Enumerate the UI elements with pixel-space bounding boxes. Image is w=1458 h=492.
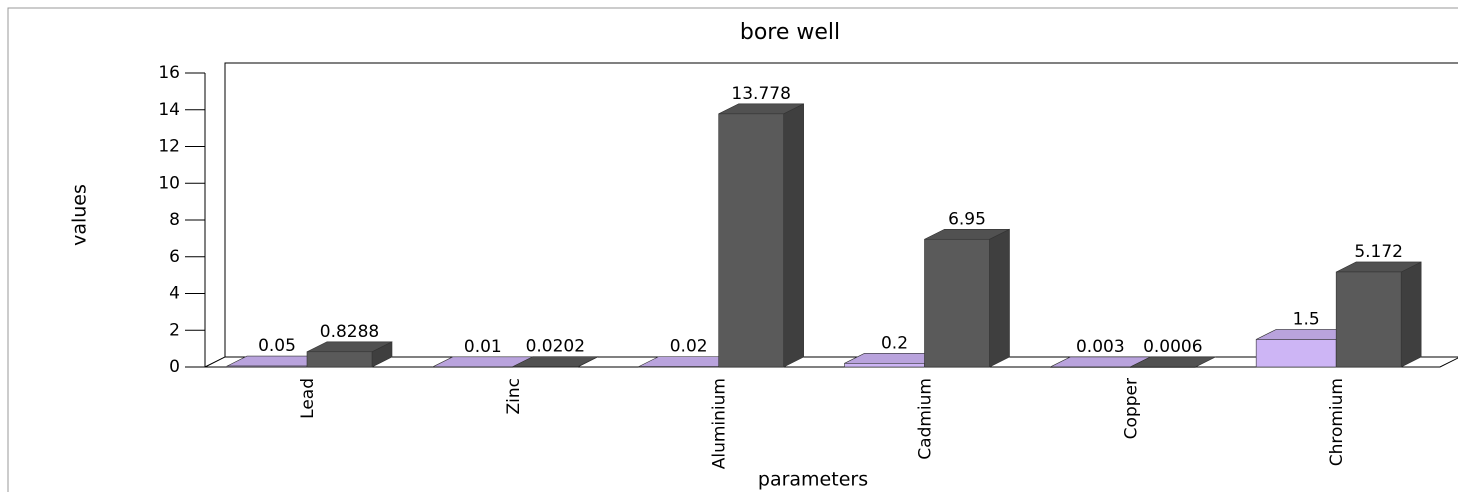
x-axis-title: parameters (758, 469, 868, 491)
y-tick-label: 4 (169, 284, 180, 304)
bar (1255, 328, 1357, 368)
value-label: 0.003 (1076, 337, 1125, 357)
floor (204, 73, 1458, 368)
bar-side (783, 103, 804, 368)
bar-front (306, 351, 373, 368)
bar-front (1050, 366, 1131, 368)
x-tick-label: Lead (298, 378, 318, 419)
value-label: 1.5 (1293, 309, 1320, 329)
x-tick-label: Zinc (504, 378, 524, 415)
bar (924, 228, 1010, 368)
bar-front (226, 365, 308, 368)
y-tick-label: 10 (158, 173, 180, 193)
bar (512, 356, 599, 368)
value-label: 5.172 (1354, 242, 1403, 262)
y-tick-label: 16 (158, 63, 180, 83)
y-tick-label: 14 (158, 100, 180, 120)
back-wall (204, 62, 1458, 368)
bar-front (432, 366, 514, 368)
bar-front (718, 113, 784, 368)
frame (7, 7, 1458, 492)
bar-front (1255, 339, 1337, 368)
bar (306, 341, 393, 368)
value-label: 0.01 (464, 337, 502, 357)
value-label: 0.02 (670, 337, 708, 357)
bar-side (989, 228, 1010, 368)
bar (1130, 356, 1216, 368)
bar-front (844, 363, 925, 368)
x-tick-label: Cadmium (915, 378, 935, 460)
value-label: 0.05 (258, 336, 296, 356)
bar-side (1400, 261, 1422, 368)
bar-front (924, 238, 990, 368)
y-tick-label: 8 (169, 210, 180, 230)
y-tick-label: 2 (169, 320, 180, 340)
value-label: 0.0202 (526, 337, 585, 357)
x-tick-label: Chromium (1327, 378, 1347, 466)
bar-front (512, 366, 579, 368)
y-axis-title: values (69, 184, 91, 246)
bar (718, 103, 804, 368)
value-label: 13.778 (731, 84, 790, 104)
bar-front (1130, 366, 1196, 368)
chart-title: bore well (740, 20, 840, 45)
x-tick-label: Aluminium (710, 378, 730, 469)
bar-front (638, 366, 719, 368)
y-tick-label: 0 (169, 357, 180, 377)
bar (1335, 261, 1422, 368)
y-tick-label: 12 (158, 137, 180, 157)
bar-front (1335, 271, 1402, 368)
value-label: 0.8288 (320, 322, 379, 342)
y-tick-label: 6 (169, 247, 180, 267)
x-tick-label: Copper (1121, 378, 1141, 439)
value-label: 6.95 (948, 209, 986, 229)
value-label: 0.0006 (1143, 337, 1202, 357)
value-label: 0.2 (881, 333, 908, 353)
